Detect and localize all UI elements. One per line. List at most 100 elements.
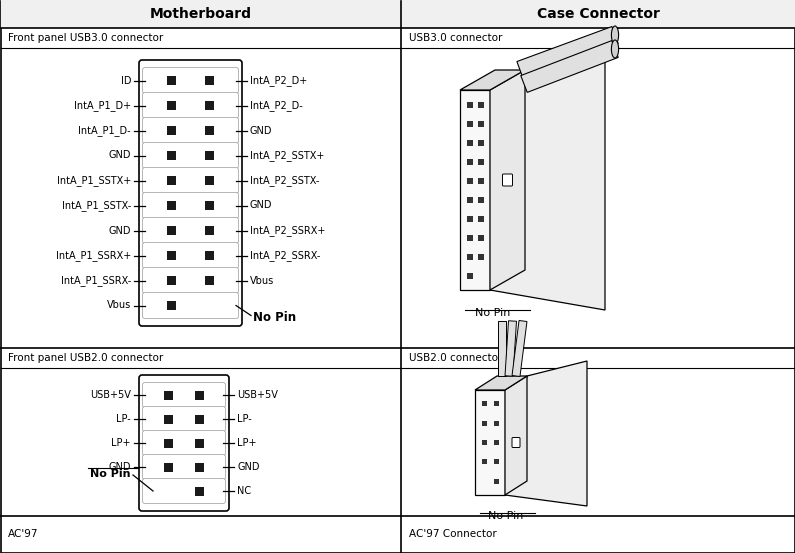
Text: No Pin: No Pin <box>488 511 523 521</box>
Bar <box>467 234 472 241</box>
FancyBboxPatch shape <box>142 268 238 294</box>
Bar <box>475 390 505 495</box>
Text: IntA_P1_D-: IntA_P1_D- <box>79 125 131 136</box>
Bar <box>478 178 483 184</box>
Text: No Pin: No Pin <box>475 308 510 318</box>
Bar <box>196 487 204 495</box>
Bar <box>460 90 490 290</box>
FancyBboxPatch shape <box>142 406 226 431</box>
Bar <box>494 440 498 445</box>
Bar <box>196 439 204 447</box>
FancyBboxPatch shape <box>142 117 238 143</box>
Bar <box>482 401 487 406</box>
Text: AC'97: AC'97 <box>8 529 38 539</box>
Polygon shape <box>517 27 618 79</box>
FancyBboxPatch shape <box>512 437 520 447</box>
Bar <box>167 151 176 160</box>
Bar <box>164 415 173 424</box>
Bar <box>167 251 176 260</box>
Polygon shape <box>521 40 619 92</box>
FancyBboxPatch shape <box>142 168 238 194</box>
Text: USB+5V: USB+5V <box>237 390 278 400</box>
Bar <box>482 460 487 465</box>
Bar <box>467 139 472 145</box>
Bar <box>478 234 483 241</box>
Polygon shape <box>505 361 587 506</box>
Bar <box>494 421 498 426</box>
Bar <box>478 253 483 259</box>
Text: IntA_P2_SSTX-: IntA_P2_SSTX- <box>250 175 320 186</box>
Text: USB2.0 connector: USB2.0 connector <box>409 353 502 363</box>
Bar <box>204 76 214 85</box>
Bar <box>467 121 472 127</box>
Bar <box>467 196 472 202</box>
Polygon shape <box>512 321 527 377</box>
Bar <box>204 226 214 235</box>
Text: Case Connector: Case Connector <box>537 7 659 21</box>
Bar <box>204 176 214 185</box>
Text: IntA_P2_SSRX+: IntA_P2_SSRX+ <box>250 225 325 236</box>
FancyBboxPatch shape <box>142 478 226 503</box>
Text: IntA_P1_SSRX+: IntA_P1_SSRX+ <box>56 250 131 261</box>
Bar <box>478 139 483 145</box>
Text: AC'97 Connector: AC'97 Connector <box>409 529 497 539</box>
Bar <box>196 462 204 472</box>
FancyBboxPatch shape <box>142 192 238 218</box>
FancyBboxPatch shape <box>142 143 238 169</box>
Bar <box>1 0 794 28</box>
Bar <box>167 201 176 210</box>
Bar <box>467 159 472 164</box>
Bar <box>494 401 498 406</box>
Bar <box>478 159 483 164</box>
FancyBboxPatch shape <box>142 217 238 243</box>
Bar <box>196 415 204 424</box>
Bar <box>167 176 176 185</box>
Bar <box>482 421 487 426</box>
Bar <box>167 301 176 310</box>
Text: Motherboard: Motherboard <box>149 7 251 21</box>
Text: IntA_P1_SSRX-: IntA_P1_SSRX- <box>60 275 131 286</box>
Text: LP-: LP- <box>116 414 131 424</box>
Polygon shape <box>475 376 527 390</box>
Bar <box>482 440 487 445</box>
Bar <box>478 216 483 222</box>
FancyBboxPatch shape <box>142 455 226 479</box>
FancyBboxPatch shape <box>142 430 226 456</box>
Bar <box>204 126 214 135</box>
Text: GND: GND <box>250 126 273 135</box>
Text: No Pin: No Pin <box>253 311 296 324</box>
Bar <box>164 390 173 399</box>
Bar <box>494 479 498 484</box>
Bar <box>478 102 483 107</box>
Text: GND: GND <box>250 201 273 211</box>
Polygon shape <box>498 321 506 376</box>
Bar <box>167 76 176 85</box>
Bar <box>467 102 472 107</box>
Text: GND: GND <box>237 462 259 472</box>
Ellipse shape <box>611 40 619 58</box>
Bar <box>167 226 176 235</box>
Bar <box>467 178 472 184</box>
Bar <box>478 196 483 202</box>
Bar <box>204 251 214 260</box>
Text: GND: GND <box>108 226 131 236</box>
Bar <box>167 276 176 285</box>
FancyBboxPatch shape <box>139 375 229 511</box>
Bar <box>467 253 472 259</box>
FancyBboxPatch shape <box>142 243 238 269</box>
Bar <box>164 462 173 472</box>
Bar <box>494 460 498 465</box>
FancyBboxPatch shape <box>142 293 238 319</box>
FancyBboxPatch shape <box>142 92 238 118</box>
Ellipse shape <box>611 26 619 44</box>
Text: Vbus: Vbus <box>250 275 274 285</box>
Text: NC: NC <box>237 486 251 496</box>
FancyBboxPatch shape <box>142 383 226 408</box>
Bar <box>167 126 176 135</box>
Bar <box>196 390 204 399</box>
Bar <box>467 273 472 279</box>
Text: GND: GND <box>108 150 131 160</box>
Polygon shape <box>505 376 527 495</box>
Polygon shape <box>490 70 525 290</box>
Polygon shape <box>490 50 605 310</box>
